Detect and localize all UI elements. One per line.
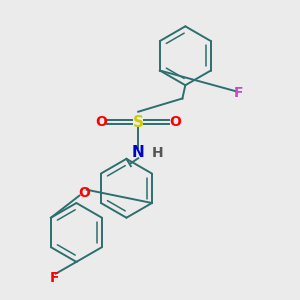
Text: N: N bbox=[132, 146, 145, 160]
Text: F: F bbox=[234, 85, 243, 100]
Text: O: O bbox=[169, 115, 181, 129]
Text: O: O bbox=[95, 115, 107, 129]
Text: O: O bbox=[78, 186, 90, 200]
Text: H: H bbox=[152, 146, 163, 160]
Text: F: F bbox=[50, 271, 59, 285]
Text: S: S bbox=[133, 115, 144, 130]
